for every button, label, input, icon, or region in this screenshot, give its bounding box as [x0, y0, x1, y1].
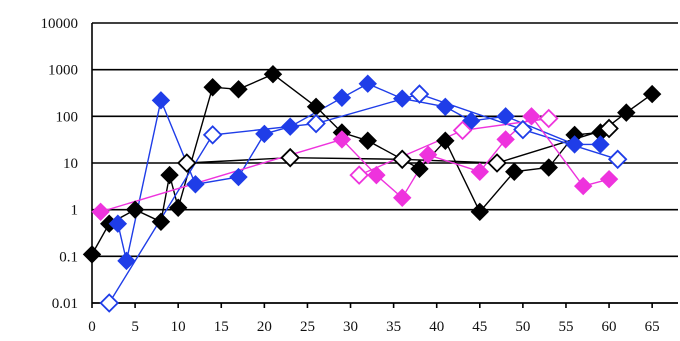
data-point [202, 125, 223, 145]
y-tick-label: 0.01 [52, 296, 78, 312]
x-tick-label: 35 [386, 319, 401, 335]
y-tick-label: 1000 [48, 63, 78, 79]
data-point [151, 212, 171, 231]
data-point [91, 202, 110, 222]
data-point [255, 124, 274, 144]
data-point [186, 175, 205, 194]
data-point [99, 293, 120, 313]
data-point [280, 117, 300, 136]
x-tick-label: 45 [472, 319, 487, 335]
data-point [332, 88, 352, 107]
data-point [470, 202, 490, 222]
series-line [100, 115, 610, 213]
x-tick-label: 0 [88, 319, 96, 335]
data-point [393, 188, 412, 207]
series-3-markers [99, 84, 628, 313]
x-tick-label: 50 [515, 319, 530, 335]
data-point [496, 107, 515, 126]
series-3 [108, 93, 618, 304]
data-point [470, 162, 490, 181]
data-point [349, 165, 369, 185]
data-point [573, 176, 593, 196]
data-point [452, 120, 473, 141]
data-point [642, 84, 662, 104]
data-point [280, 147, 300, 168]
data-point [263, 64, 283, 84]
data-point [151, 91, 171, 110]
y-tick-label: 100 [56, 109, 79, 125]
series-line [108, 93, 618, 304]
series-1-markers [177, 118, 619, 173]
y-tick-label: 0.1 [59, 249, 78, 265]
data-point [203, 78, 222, 97]
data-point [436, 131, 455, 150]
x-tick-label: 25 [300, 319, 315, 335]
series-0-markers [82, 64, 662, 264]
data-point [332, 130, 352, 149]
data-point [599, 169, 619, 189]
data-point [393, 89, 412, 108]
x-tick-label: 5 [131, 319, 139, 335]
x-tick-label: 15 [214, 319, 229, 335]
data-point [617, 103, 636, 122]
series-2-markers [108, 74, 610, 271]
y-tick-label: 1 [71, 203, 79, 219]
data-point [487, 153, 507, 173]
data-point [367, 165, 386, 185]
data-point [599, 118, 619, 139]
tick-labels: 0.01 0.1 1 10 100 1000 10000 0 5 10 15 20 25 30 35 40 45… [41, 16, 660, 335]
x-tick-label: 65 [645, 319, 660, 335]
x-tick-label: 30 [343, 319, 358, 335]
data-point [392, 149, 413, 170]
x-tick-label: 20 [257, 319, 272, 335]
data-point [591, 135, 610, 154]
data-point [565, 135, 584, 154]
series-line [91, 73, 653, 255]
data-point [229, 167, 248, 187]
y-tick-label: 10 [63, 156, 78, 172]
x-tick-label: 10 [171, 319, 186, 335]
data-point [409, 84, 430, 104]
data-point [306, 113, 326, 134]
data-point [436, 97, 455, 117]
data-point [125, 200, 145, 219]
data-point [160, 165, 179, 185]
data-point [358, 74, 377, 93]
data-point [505, 162, 524, 181]
data-point [607, 149, 628, 170]
data-point [82, 245, 102, 264]
series-4 [100, 115, 610, 213]
x-tick-label: 55 [558, 319, 573, 335]
data-point [117, 251, 136, 271]
data-point [522, 107, 541, 126]
data-point [108, 214, 128, 233]
series-0 [91, 73, 653, 255]
data-point [358, 131, 377, 150]
data-point [168, 198, 188, 217]
data-point [496, 130, 515, 149]
data-point [229, 80, 248, 99]
series-4-markers [91, 107, 619, 222]
data-point [410, 159, 429, 179]
data-point [539, 158, 558, 177]
data-point [177, 153, 197, 173]
data-series [82, 64, 662, 313]
data-point [513, 119, 533, 140]
data-point [418, 145, 438, 164]
x-tick-label: 40 [429, 319, 444, 335]
data-point [538, 108, 559, 129]
x-tick-label: 60 [602, 319, 617, 335]
y-tick-label: 10000 [41, 16, 79, 32]
series-5-markers [349, 108, 559, 185]
